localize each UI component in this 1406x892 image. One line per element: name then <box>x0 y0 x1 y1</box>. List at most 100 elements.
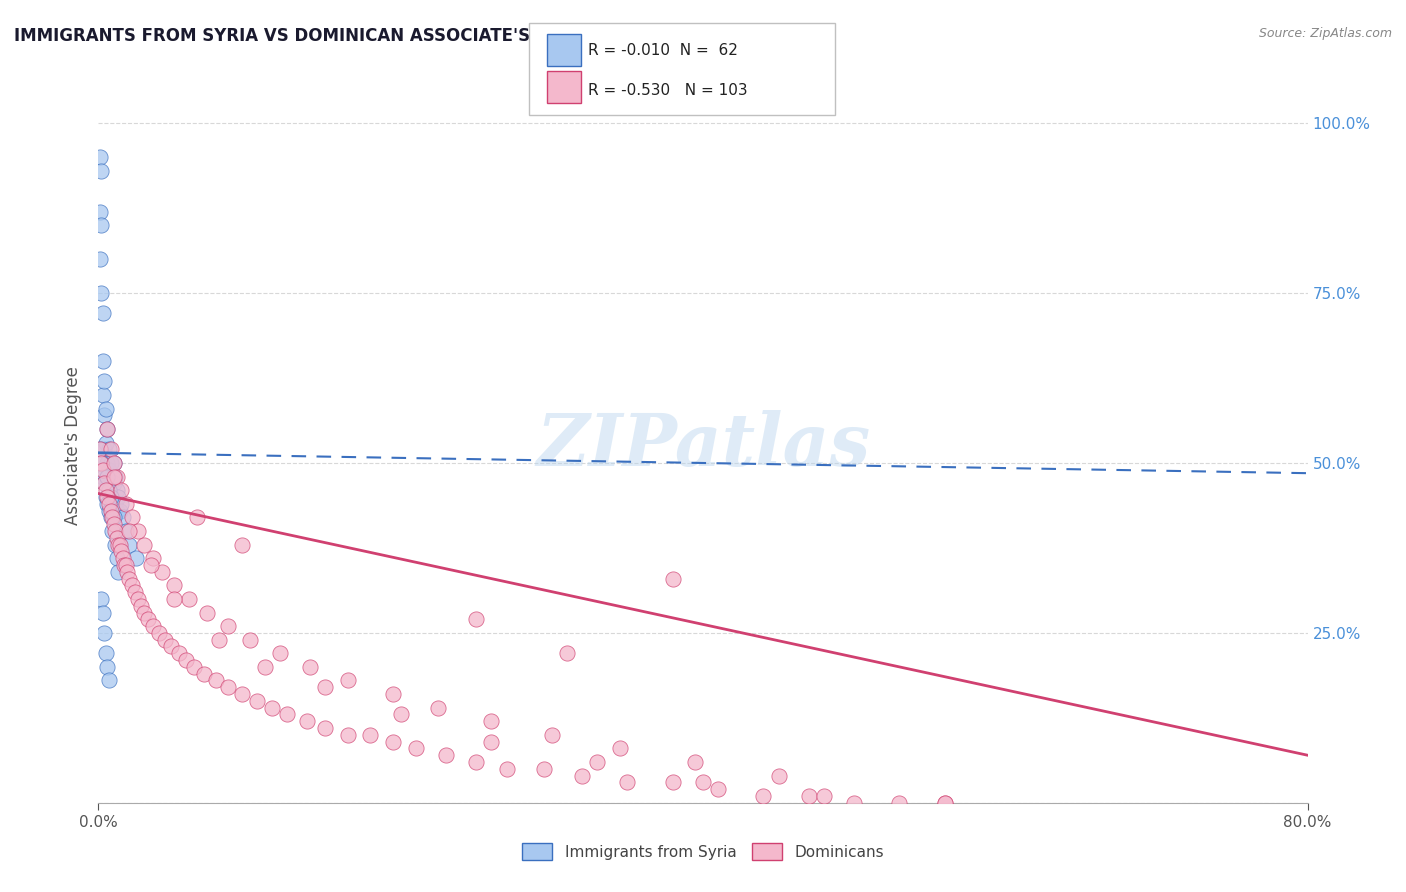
Point <box>93 409 115 423</box>
Point <box>91 388 114 402</box>
Point <box>118 537 141 551</box>
Point <box>105 469 128 483</box>
Point <box>104 469 127 483</box>
Point <box>186 510 208 524</box>
Point <box>205 673 228 688</box>
Point <box>114 524 136 538</box>
Point <box>295 714 318 729</box>
Point <box>195 606 218 620</box>
Point <box>89 252 111 266</box>
Point <box>616 775 638 789</box>
Point <box>100 497 122 511</box>
Point <box>253 660 276 674</box>
Legend: Immigrants from Syria, Dominicans: Immigrants from Syria, Dominicans <box>516 837 890 866</box>
Point <box>179 591 201 606</box>
Point <box>98 497 121 511</box>
Point <box>105 483 128 498</box>
Point <box>98 442 121 457</box>
Point <box>98 483 121 498</box>
Point <box>434 748 457 763</box>
Point <box>118 572 141 586</box>
Point <box>163 578 186 592</box>
Point <box>121 510 143 524</box>
Point <box>108 537 131 551</box>
Point <box>555 646 578 660</box>
Point <box>96 422 118 436</box>
Point <box>934 796 956 810</box>
Point <box>495 762 517 776</box>
Point <box>101 490 124 504</box>
Point <box>299 660 322 674</box>
Point <box>111 510 134 524</box>
Point <box>360 728 382 742</box>
Point <box>111 551 134 566</box>
Point <box>150 565 173 579</box>
Point <box>91 306 114 320</box>
Point <box>752 789 775 803</box>
Point <box>96 422 118 436</box>
Point <box>103 517 125 532</box>
Point <box>136 612 159 626</box>
Point <box>217 619 239 633</box>
Point <box>108 503 131 517</box>
Point <box>405 741 427 756</box>
Point <box>94 490 117 504</box>
Point <box>934 796 956 810</box>
Point <box>692 775 714 789</box>
Point <box>685 755 707 769</box>
Point <box>768 769 790 783</box>
Point <box>90 456 112 470</box>
Point <box>96 497 118 511</box>
Point <box>100 456 122 470</box>
Point <box>208 632 231 647</box>
Point <box>609 741 631 756</box>
Text: R = -0.010  N =  62: R = -0.010 N = 62 <box>588 44 738 58</box>
Point <box>382 687 405 701</box>
Point <box>100 476 122 491</box>
Point <box>103 456 125 470</box>
Point <box>96 476 118 491</box>
Point <box>246 694 269 708</box>
Point <box>107 537 129 551</box>
Point <box>239 632 262 647</box>
Point <box>481 714 503 729</box>
Point <box>533 762 555 776</box>
Point <box>90 286 112 301</box>
Point <box>142 619 165 633</box>
Point <box>96 490 118 504</box>
Point <box>100 503 122 517</box>
Point <box>93 375 115 389</box>
Point <box>114 558 136 572</box>
Point <box>103 469 125 483</box>
Point <box>465 755 488 769</box>
Point <box>94 401 117 416</box>
Point <box>174 653 197 667</box>
Point <box>90 456 112 470</box>
Point <box>481 734 503 748</box>
Point <box>148 626 170 640</box>
Point <box>889 796 911 810</box>
Point <box>94 483 117 498</box>
Point <box>125 551 148 566</box>
Point <box>153 632 176 647</box>
Point <box>96 456 118 470</box>
Point <box>90 591 112 606</box>
Point <box>91 469 114 483</box>
Point <box>89 442 111 457</box>
Point <box>336 728 359 742</box>
Point <box>121 578 143 592</box>
Text: IMMIGRANTS FROM SYRIA VS DOMINICAN ASSOCIATE'S DEGREE CORRELATION CHART: IMMIGRANTS FROM SYRIA VS DOMINICAN ASSOC… <box>14 27 815 45</box>
Point <box>167 646 190 660</box>
Point <box>104 537 127 551</box>
Point <box>93 476 115 491</box>
Point <box>127 591 149 606</box>
Point <box>107 565 129 579</box>
Point <box>103 510 125 524</box>
Point <box>105 531 128 545</box>
Point <box>262 700 284 714</box>
Point <box>382 734 405 748</box>
Point <box>571 769 593 783</box>
Point <box>269 646 291 660</box>
Point <box>114 497 136 511</box>
Point <box>661 775 683 789</box>
